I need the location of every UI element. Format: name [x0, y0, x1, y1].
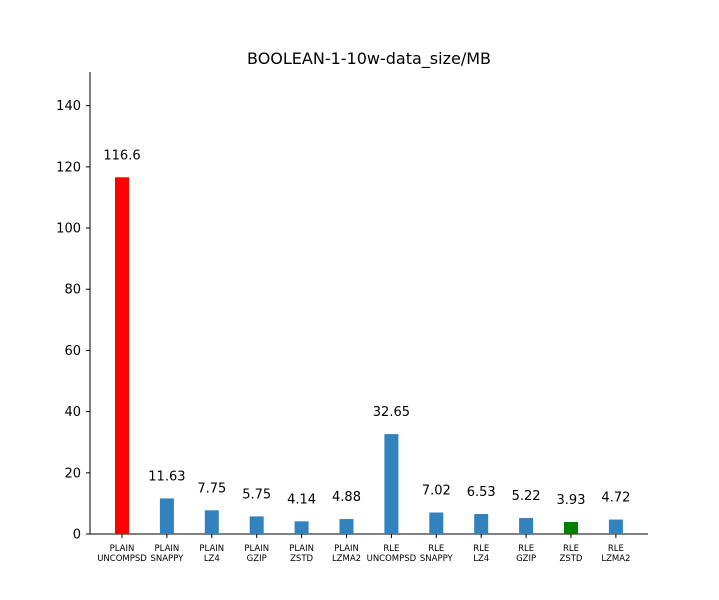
x-tick-label: PLAIN: [244, 544, 269, 554]
bar: [564, 521, 578, 534]
y-tick-label: 60: [64, 344, 81, 359]
x-tick-label: PLAIN: [289, 544, 314, 554]
plot-area: 020406080100120140116.6PLAINUNCOMPSD11.6…: [56, 72, 648, 564]
y-tick-label: 120: [56, 160, 81, 175]
bar: [339, 519, 354, 534]
x-tick-label: RLE: [518, 544, 534, 554]
x-tick-label: GZIP: [247, 554, 267, 564]
data-label: 3.93: [557, 493, 586, 508]
y-tick-label: 140: [56, 99, 81, 114]
bar: [519, 518, 534, 534]
data-label: 32.65: [373, 405, 410, 420]
x-tick-label: RLE: [428, 544, 444, 554]
x-tick-label: PLAIN: [110, 544, 135, 554]
x-tick-label: RLE: [563, 544, 579, 554]
x-tick-label: SNAPPY: [420, 554, 454, 564]
x-tick-label: UNCOMPSD: [367, 554, 417, 564]
bar: [294, 521, 309, 534]
data-label: 5.75: [242, 487, 271, 502]
data-label: 7.75: [197, 481, 226, 496]
x-tick-label: LZMA2: [332, 554, 361, 564]
y-tick-label: 20: [64, 466, 81, 481]
x-tick-label: PLAIN: [155, 544, 180, 554]
x-tick-label: PLAIN: [334, 544, 359, 554]
data-label: 7.02: [422, 484, 451, 499]
bar: [474, 514, 489, 534]
data-label: 6.53: [467, 485, 496, 500]
bar: [115, 177, 129, 534]
bar: [204, 510, 219, 534]
x-tick-label: RLE: [383, 544, 399, 554]
x-tick-label: RLE: [608, 544, 624, 554]
data-label: 4.72: [601, 491, 630, 506]
y-tick-label: 40: [64, 405, 81, 420]
y-tick-label: 80: [64, 283, 81, 298]
y-tick-label: 100: [56, 222, 81, 237]
x-tick-label: LZ4: [473, 554, 489, 564]
x-tick-label: GZIP: [516, 554, 536, 564]
x-tick-label: LZ4: [204, 554, 220, 564]
data-label: 5.22: [512, 489, 541, 504]
x-tick-label: PLAIN: [199, 544, 224, 554]
chart-title: BOOLEAN-1-10w-data_size/MB: [247, 49, 491, 69]
data-label: 11.63: [148, 469, 185, 484]
x-tick-label: ZSTD: [560, 554, 583, 564]
bar: [429, 512, 444, 534]
x-tick-label: SNAPPY: [150, 554, 184, 564]
data-label: 4.14: [287, 492, 316, 507]
x-tick-label: ZSTD: [290, 554, 313, 564]
bar: [384, 434, 399, 534]
data-label: 116.6: [103, 148, 140, 163]
x-tick-label: LZMA2: [601, 554, 630, 564]
data-label: 4.88: [332, 490, 361, 505]
x-tick-label: RLE: [473, 544, 489, 554]
y-tick-label: 0: [73, 528, 81, 543]
bar: [249, 516, 264, 534]
bar: [159, 498, 174, 534]
x-tick-label: UNCOMPSD: [97, 554, 147, 564]
bar: [608, 519, 623, 534]
